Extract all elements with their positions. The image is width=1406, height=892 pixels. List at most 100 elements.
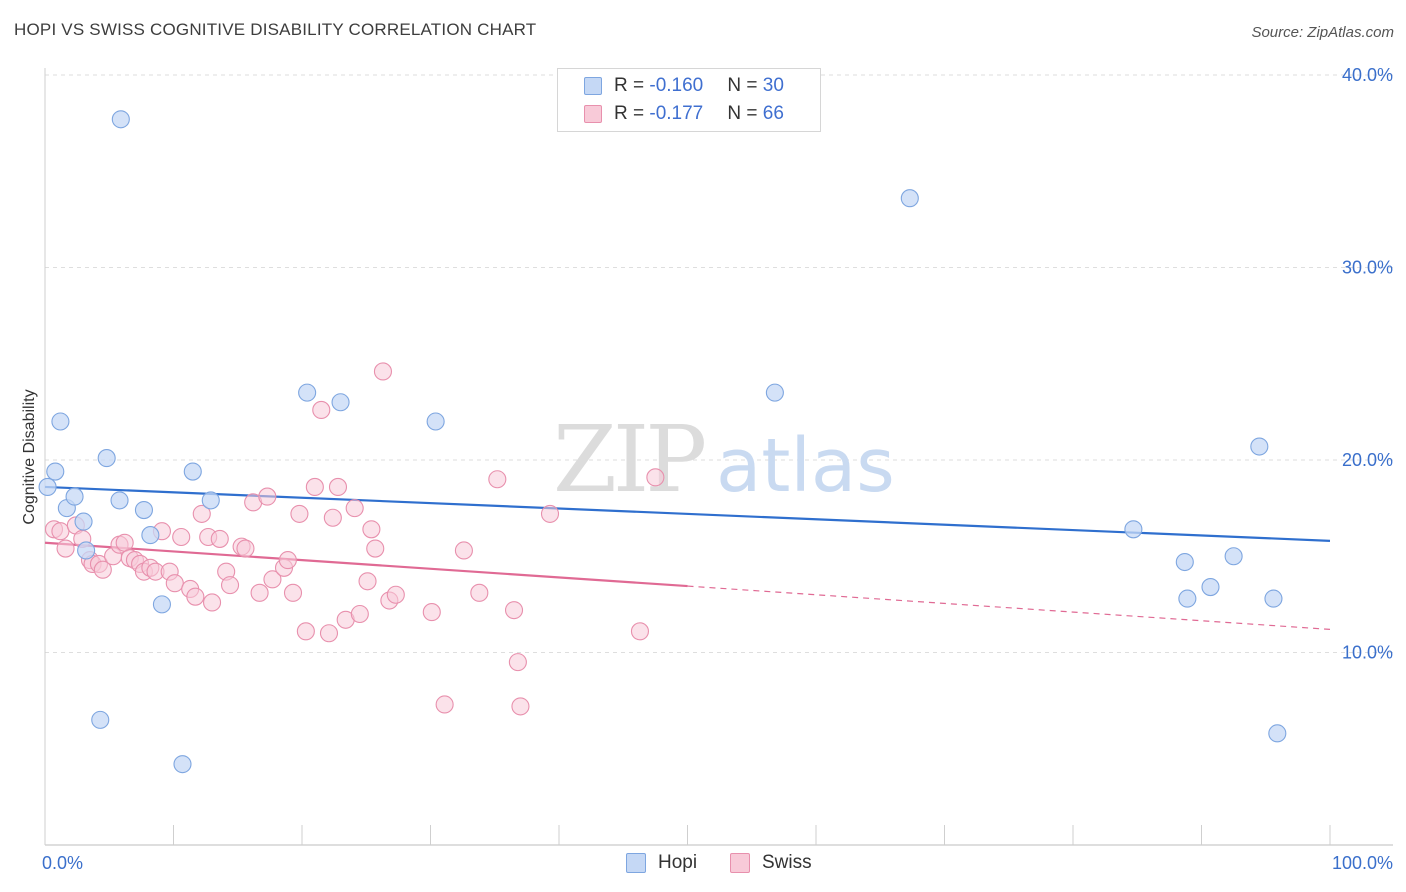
swiss-point [386, 585, 405, 604]
swiss-point [250, 583, 269, 602]
hopi-point [38, 477, 57, 497]
swiss-legend-label: Swiss [762, 852, 812, 873]
swiss-point [51, 522, 70, 541]
swiss-n-value: 66 [762, 103, 784, 124]
hopi-point [111, 110, 130, 129]
swiss-point [373, 362, 393, 381]
hopi-point [1175, 552, 1194, 572]
correlation-legend: R = -0.160 N = 30 R = -0.177 N = 66 [557, 68, 821, 132]
legend-item-swiss[interactable]: Swiss [730, 852, 812, 874]
swiss-point [93, 560, 112, 579]
tick-labels: 10.0% 20.0% 30.0% 40.0% 0.0% 100.0% [42, 65, 1393, 873]
hopi-point [74, 512, 93, 531]
swiss-point [319, 624, 339, 643]
legend-item-hopi[interactable]: Hopi [626, 852, 697, 874]
swiss-points [44, 362, 665, 716]
swiss-point [511, 697, 530, 716]
hopi-point [141, 526, 160, 545]
swiss-point [630, 622, 650, 641]
hopi-point [765, 383, 784, 402]
watermark: ZIP atlas [553, 406, 895, 513]
swiss-point [278, 551, 297, 570]
hopi-point [183, 462, 202, 481]
legend-row-swiss: R = -0.177 N = 66 [584, 103, 784, 125]
swiss-r-value: -0.177 [649, 103, 704, 124]
hopi-point [1250, 437, 1269, 456]
swiss-point [312, 400, 331, 420]
swiss-point [192, 504, 211, 523]
y-axis-label: Cognitive Disability [21, 389, 38, 524]
swiss-point [165, 574, 184, 593]
hopi-point [201, 491, 220, 510]
swiss-point [362, 520, 381, 539]
hopi-point [1224, 547, 1243, 566]
swiss-point [203, 593, 222, 612]
hopi-legend-label: Hopi [658, 852, 698, 873]
hopi-point [426, 412, 445, 431]
swiss-swatch [584, 105, 602, 123]
hopi-point [97, 449, 116, 468]
hopi-point [1201, 577, 1220, 597]
swiss-point [220, 576, 240, 595]
swiss-point [488, 470, 507, 489]
hopi-r-value: -0.160 [649, 75, 704, 96]
swiss-legend-swatch [730, 853, 750, 873]
hopi-point [51, 412, 70, 431]
y-tick-label: 20.0% [1342, 450, 1393, 470]
swiss-point [186, 587, 205, 606]
swiss-point [210, 529, 229, 548]
hopi-point [331, 393, 350, 412]
hopi-point [1178, 589, 1197, 608]
swiss-point [422, 603, 441, 622]
swiss-trend-line-extension [687, 585, 1331, 630]
chart-title: HOPI VS SWISS COGNITIVE DISABILITY CORRE… [14, 20, 537, 39]
hopi-swatch [584, 77, 602, 95]
hopi-point [65, 487, 84, 506]
y-tick-label: 30.0% [1342, 258, 1393, 278]
legend-row-hopi: R = -0.160 N = 30 [584, 75, 784, 97]
hopi-point [1264, 589, 1283, 608]
swiss-point [283, 583, 303, 602]
swiss-point [236, 539, 255, 558]
hopi-point [134, 500, 153, 520]
hopi-n-value: 30 [762, 75, 784, 96]
hopi-point [110, 491, 129, 510]
hopi-point [46, 462, 65, 481]
axes [44, 68, 1393, 846]
hopi-point [91, 710, 110, 729]
swiss-point [305, 477, 324, 497]
watermark-zip: ZIP [553, 406, 704, 513]
swiss-point [115, 533, 134, 552]
swiss-point [296, 622, 315, 641]
swiss-point [323, 508, 342, 527]
swiss-point [263, 570, 282, 589]
swiss-point [328, 477, 348, 497]
swiss-point [290, 504, 309, 523]
swiss-point [258, 487, 277, 506]
swiss-point [504, 601, 524, 620]
swiss-n-label: N = [727, 103, 763, 124]
hopi-point [152, 595, 171, 614]
hopi-legend-swatch [626, 853, 646, 873]
hopi-point [1124, 520, 1143, 539]
swiss-point [540, 504, 560, 523]
swiss-point [646, 468, 665, 487]
swiss-point [56, 539, 75, 558]
hopi-point [173, 755, 192, 774]
swiss-trend-line [44, 541, 688, 588]
hopi-point [900, 189, 919, 208]
watermark-atlas: atlas [716, 423, 895, 509]
y-tick-label: 40.0% [1342, 65, 1393, 85]
swiss-point [366, 539, 385, 558]
hopi-point [77, 541, 96, 560]
swiss-point [454, 541, 473, 560]
swiss-point [350, 604, 369, 624]
x-tick-label: 100.0% [1332, 853, 1393, 873]
hopi-n-label: N = [727, 75, 763, 96]
x-tick-label: 0.0% [42, 853, 83, 873]
hopi-point [1268, 724, 1287, 743]
swiss-point [345, 499, 364, 518]
swiss-r-label: R = [614, 103, 650, 124]
y-tick-label: 10.0% [1342, 643, 1393, 663]
